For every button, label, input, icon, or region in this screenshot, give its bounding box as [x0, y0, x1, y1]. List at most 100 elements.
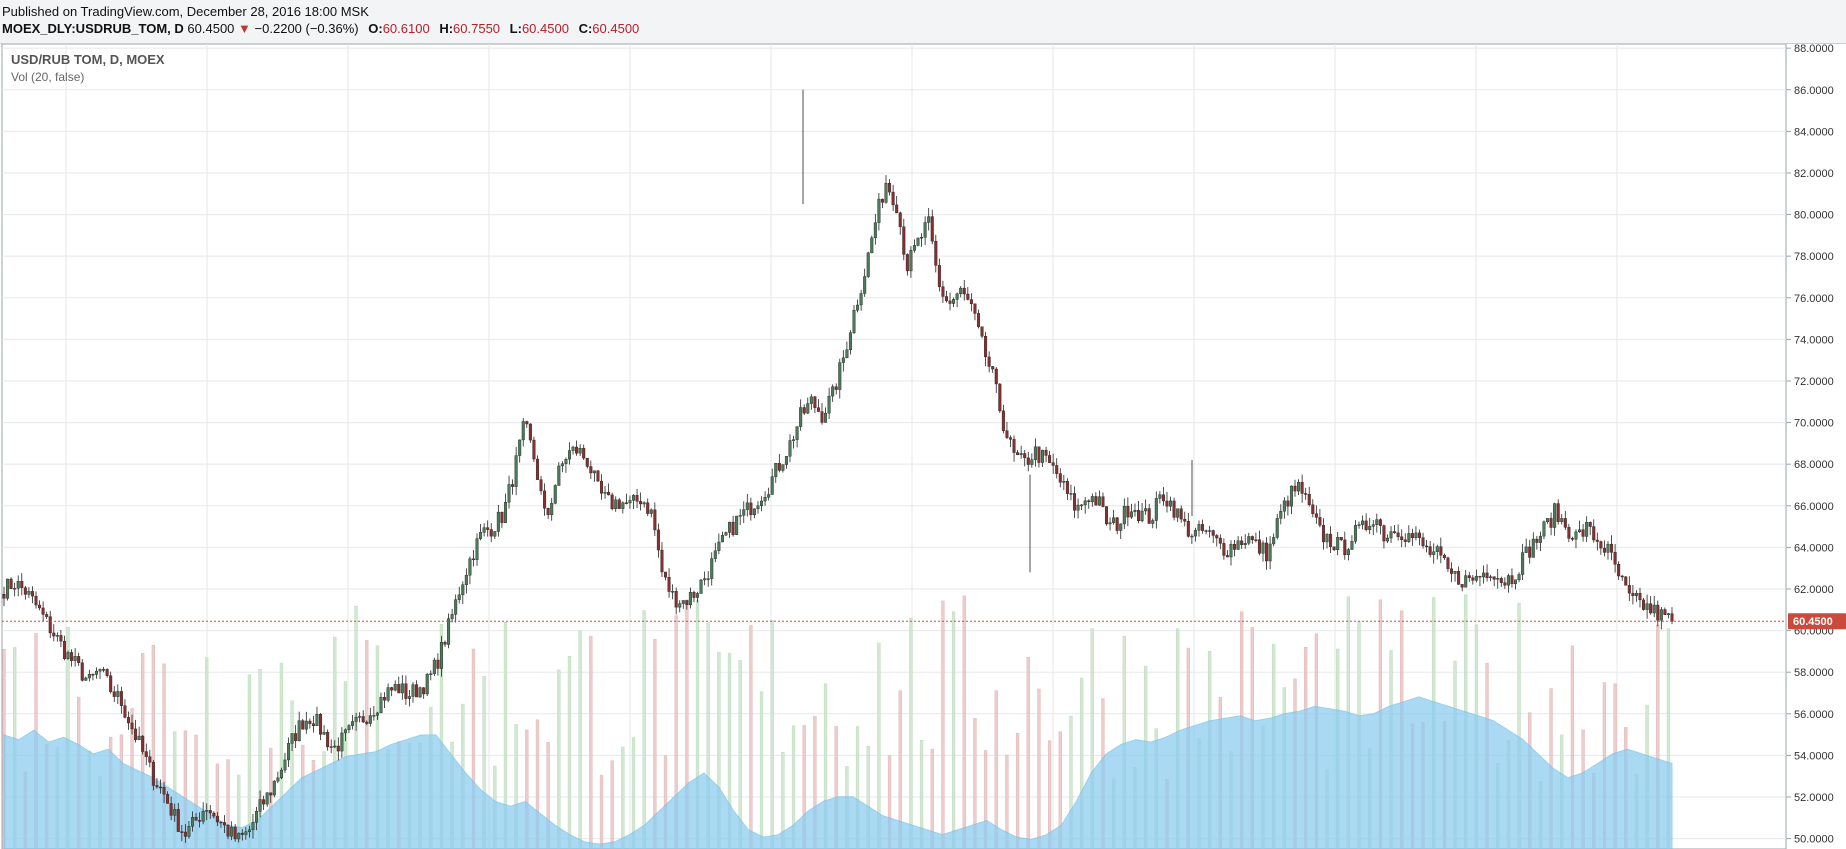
candle-body [457, 594, 461, 600]
candle-body [745, 502, 749, 510]
candle-body [1215, 535, 1219, 539]
candle-body [1602, 547, 1606, 553]
candle-body [308, 720, 312, 724]
candle-body [262, 799, 266, 805]
candle-body [226, 824, 230, 837]
candle-body [1051, 462, 1055, 466]
candle-body [1037, 446, 1041, 463]
candle-body [73, 656, 77, 661]
axis-tick-label: 80.0000 [1794, 210, 1834, 222]
candle-body [1382, 525, 1386, 542]
candle-body [1062, 481, 1066, 483]
candle-body [582, 448, 586, 459]
candle-body [1567, 527, 1571, 539]
candle-body [696, 593, 700, 598]
candle-body [578, 448, 582, 454]
volume-bar [514, 724, 518, 849]
candle-body [283, 759, 287, 771]
candle-body [1208, 530, 1212, 532]
candle-body [706, 578, 710, 580]
candle-body [59, 635, 63, 642]
volume-bar [1015, 733, 1020, 849]
candle-body [1218, 537, 1222, 544]
candle-body [1421, 537, 1425, 547]
candle-body [240, 832, 244, 835]
candle-body [628, 500, 632, 504]
candle-body [1361, 520, 1365, 525]
low-label: L: [509, 21, 522, 36]
candle-body [799, 407, 803, 427]
candle-body [1553, 503, 1557, 528]
last-price-badge [1788, 613, 1846, 630]
candle-body [845, 349, 849, 359]
candle-body [859, 293, 863, 306]
candle-body [429, 673, 433, 675]
candle-body [66, 652, 70, 659]
candle-body [1087, 500, 1091, 503]
candle-body [1254, 539, 1258, 541]
candle-body [713, 550, 717, 559]
candle-body [1332, 546, 1336, 551]
candle-body [941, 286, 945, 297]
candle-body [1610, 543, 1614, 553]
candle-body [134, 728, 138, 740]
candle-body [639, 501, 643, 505]
candle-body [1243, 543, 1247, 546]
candle-body [649, 509, 653, 514]
price-axis[interactable]: 50.000052.000054.000056.000058.000060.00… [1786, 44, 1834, 846]
candle-body [1286, 500, 1290, 507]
candle-body [20, 581, 24, 588]
candle-body [927, 216, 931, 223]
candle-body [1393, 531, 1397, 534]
axis-tick-label: 54.0000 [1794, 750, 1834, 762]
candle-series [2, 89, 1674, 843]
candle-body [916, 237, 920, 246]
candle-body [724, 532, 728, 536]
candle-body [62, 640, 66, 659]
candle-body [912, 245, 916, 251]
candle-body [315, 714, 319, 727]
candle-body [70, 652, 74, 661]
candle-body [94, 670, 98, 675]
candle-body [1257, 539, 1261, 554]
volume-bar [557, 669, 561, 849]
volume-bar [503, 622, 508, 849]
candle-body [1314, 513, 1318, 518]
candle-body [514, 455, 518, 487]
candle-body [1275, 518, 1279, 538]
candle-body [190, 817, 194, 827]
candle-body [1065, 481, 1069, 494]
candle-body [1090, 496, 1094, 503]
candle-body [756, 505, 760, 510]
candle-body [1297, 482, 1301, 492]
candle-body [1346, 549, 1350, 556]
candle-body [230, 826, 234, 837]
candle-body [1663, 609, 1667, 615]
axis-tick-label: 74.0000 [1794, 334, 1834, 346]
candle-body [247, 829, 251, 833]
candle-body [831, 386, 835, 397]
candle-body [1289, 485, 1293, 507]
candle-body [102, 669, 106, 671]
candle-body [973, 303, 977, 314]
axis-tick-label: 62.0000 [1794, 584, 1834, 596]
price-chart[interactable]: 50.000052.000054.000056.000058.000060.00… [0, 44, 1846, 849]
candle-body [710, 558, 714, 579]
candle-body [788, 440, 792, 457]
candle-body [251, 822, 255, 831]
candle-body [546, 507, 550, 516]
candle-body [503, 502, 507, 523]
candle-body [937, 265, 941, 287]
candle-body [55, 635, 59, 637]
candle-body [1222, 543, 1226, 556]
candle-body [539, 479, 543, 492]
candle-body [1336, 536, 1340, 551]
open-value: 60.6100 [382, 21, 430, 36]
candle-body [688, 592, 692, 605]
candle-body [873, 222, 877, 239]
candle-body [116, 691, 120, 697]
candle-body [752, 508, 756, 516]
candle-body [130, 722, 134, 730]
high-label: H: [439, 21, 454, 36]
candle-body [294, 733, 298, 742]
